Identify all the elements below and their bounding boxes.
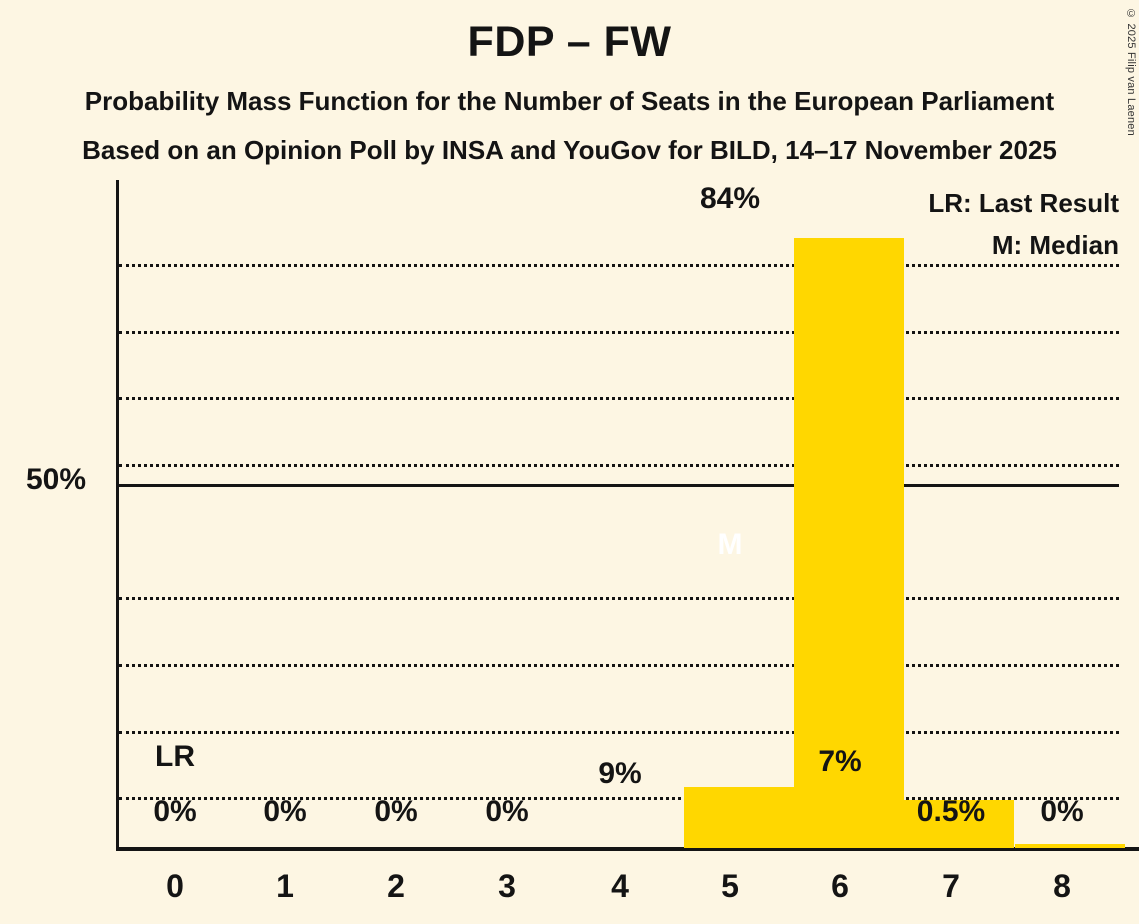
bar-label-1: 0% xyxy=(263,795,307,828)
x-tick-6: 6 xyxy=(831,868,849,904)
x-tick-4: 4 xyxy=(611,868,629,904)
gridline-90 xyxy=(119,264,1119,267)
gridline-40 xyxy=(119,597,1119,600)
x-tick-7: 7 xyxy=(942,868,960,904)
copyright-notice: © 2025 Filip van Laenen xyxy=(1125,8,1137,136)
bar-4[interactable] xyxy=(684,787,794,848)
bar-5[interactable] xyxy=(794,238,904,848)
x-tick-2: 2 xyxy=(387,868,405,904)
bar-7[interactable] xyxy=(1015,844,1125,848)
gridline-10 xyxy=(119,797,1119,800)
chart-title: FDP – FW xyxy=(467,18,672,66)
bar-label-6: 7% xyxy=(818,745,862,778)
gridline-80 xyxy=(119,331,1119,334)
gridline-60 xyxy=(119,464,1119,467)
bar-label-2: 0% xyxy=(374,795,418,828)
x-tick-1: 1 xyxy=(276,868,294,904)
gridline-30 xyxy=(119,664,1119,667)
x-tick-5: 5 xyxy=(721,868,739,904)
chart-legend: LR: Last Result M: Median xyxy=(928,182,1119,266)
y-axis-tick-label-50: 50% xyxy=(26,463,87,496)
legend-item-last-result: LR: Last Result xyxy=(928,188,1119,218)
median-marker: M xyxy=(717,528,743,561)
bar-label-8: 0% xyxy=(1040,795,1084,828)
last-result-marker: LR xyxy=(155,740,195,773)
chart-subtitle-primary: Probability Mass Function for the Number… xyxy=(84,86,1055,116)
x-axis-line xyxy=(116,847,1139,851)
bar-label-3: 0% xyxy=(485,795,529,828)
gridline-70 xyxy=(119,397,1119,400)
legend-item-median: M: Median xyxy=(991,230,1119,260)
x-tick-8: 8 xyxy=(1053,868,1071,904)
bar-label-7: 0.5% xyxy=(916,795,986,828)
gridline-20 xyxy=(119,731,1119,734)
chart-subtitle-secondary: Based on an Opinion Poll by INSA and You… xyxy=(82,135,1057,165)
x-tick-0: 0 xyxy=(166,868,184,904)
y-axis-line xyxy=(116,180,119,848)
bar-label-5: 84% xyxy=(699,182,761,215)
x-tick-3: 3 xyxy=(498,868,516,904)
bar-6[interactable] xyxy=(904,800,1014,848)
bar-label-4: 9% xyxy=(598,757,642,790)
gridline-50-major xyxy=(119,484,1119,487)
plot-area xyxy=(116,180,1139,851)
bar-label-0: 0% xyxy=(153,795,197,828)
